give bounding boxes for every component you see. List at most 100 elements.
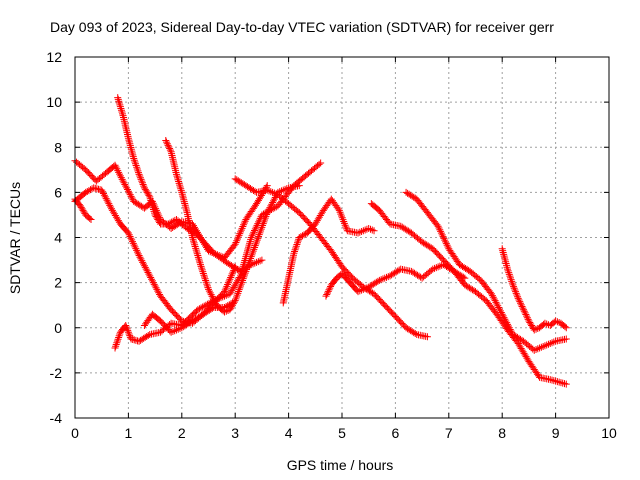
data-point	[236, 230, 244, 238]
data-point	[546, 340, 554, 348]
data-point	[239, 223, 247, 231]
data-point	[200, 271, 208, 279]
data-point	[324, 287, 332, 295]
data-point	[134, 169, 142, 177]
data-point	[513, 291, 521, 299]
data-point	[176, 325, 184, 333]
data-point	[541, 342, 549, 350]
data-point	[254, 234, 262, 242]
data-point	[135, 252, 143, 260]
data-point	[142, 187, 150, 195]
data-point	[530, 326, 538, 334]
data-point	[437, 229, 445, 237]
chart-title: Day 093 of 2023, Sidereal Day-to-day VTE…	[50, 19, 554, 35]
y-tick-label: 8	[54, 139, 62, 155]
data-point	[383, 273, 390, 281]
data-point	[116, 101, 124, 109]
data-point	[78, 205, 86, 213]
data-point	[234, 289, 242, 297]
data-point	[128, 194, 136, 202]
data-point	[153, 214, 161, 222]
data-point	[356, 287, 364, 295]
data-point	[251, 227, 259, 235]
data-point	[247, 253, 255, 261]
data-point	[172, 170, 180, 178]
data-point	[147, 274, 155, 282]
data-point	[190, 237, 198, 245]
data-point	[104, 198, 112, 206]
data-point	[504, 267, 512, 275]
data-point	[139, 180, 147, 188]
data-point	[82, 188, 90, 196]
data-point	[496, 307, 504, 315]
data-point	[209, 294, 217, 302]
data-point	[496, 305, 504, 313]
data-point	[561, 380, 568, 388]
data-point	[235, 231, 243, 239]
data-point	[133, 246, 141, 254]
data-point	[149, 206, 157, 214]
data-point	[119, 177, 127, 185]
data-point	[114, 335, 122, 343]
data-point	[277, 187, 285, 195]
x-tick-label: 10	[601, 425, 617, 441]
data-point	[294, 237, 302, 245]
x-tick-label: 1	[125, 425, 133, 441]
data-point	[127, 192, 135, 200]
data-point	[431, 264, 439, 272]
data-point	[112, 342, 120, 350]
series-track-12	[402, 188, 570, 354]
data-point	[295, 182, 303, 190]
data-point	[79, 206, 87, 214]
data-point	[148, 277, 156, 285]
data-point	[557, 379, 565, 387]
data-point	[126, 332, 134, 340]
data-point	[208, 292, 216, 300]
data-point	[115, 334, 123, 342]
data-point	[488, 292, 496, 300]
data-point	[174, 174, 182, 182]
data-point	[211, 298, 219, 306]
data-point	[429, 265, 437, 273]
data-point	[155, 217, 163, 225]
data-point	[300, 231, 308, 239]
data-point	[224, 302, 232, 310]
data-point	[150, 207, 158, 215]
data-point	[250, 245, 258, 253]
y-tick-label: -4	[50, 410, 63, 426]
data-point	[550, 377, 558, 385]
data-point	[505, 269, 513, 277]
data-point	[361, 285, 369, 293]
data-point	[292, 242, 300, 250]
data-point	[258, 256, 266, 264]
data-point	[508, 279, 516, 287]
data-point	[202, 278, 210, 286]
data-point	[113, 337, 121, 345]
data-point	[517, 301, 525, 309]
y-tick-label: 6	[54, 184, 62, 200]
x-tick-label: 5	[338, 425, 346, 441]
data-point	[384, 273, 392, 281]
data-point	[210, 296, 218, 304]
data-point	[436, 262, 444, 270]
data-point	[553, 378, 561, 386]
data-point	[233, 235, 241, 243]
data-point	[125, 330, 133, 338]
data-point	[229, 299, 237, 307]
data-point	[107, 203, 115, 211]
data-point	[169, 217, 177, 225]
data-point	[116, 330, 124, 338]
data-point	[247, 255, 255, 263]
data-point	[131, 158, 139, 166]
data-point	[269, 197, 277, 205]
data-point	[226, 306, 234, 314]
data-point	[166, 219, 174, 227]
data-point	[123, 184, 131, 192]
data-point	[237, 280, 245, 288]
data-point	[194, 252, 202, 260]
data-point	[207, 291, 215, 299]
data-point	[525, 317, 533, 325]
data-point	[511, 286, 519, 294]
data-point	[230, 298, 238, 306]
data-point	[125, 231, 133, 239]
